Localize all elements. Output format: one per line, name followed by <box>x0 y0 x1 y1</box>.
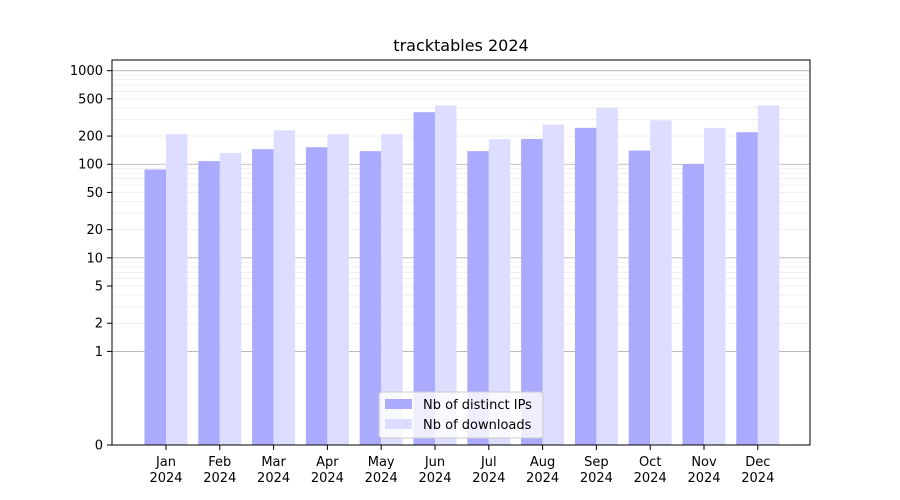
x-tick-label-year: 2024 <box>418 471 451 486</box>
bar-distinct-ips-apr <box>305 147 328 445</box>
bar-downloads-may <box>381 134 403 446</box>
bar-downloads-jul <box>488 139 511 445</box>
bar-downloads-jun <box>435 105 457 445</box>
x-tick-label-year: 2024 <box>472 471 505 486</box>
y-tick-label: 100 <box>78 158 103 173</box>
x-tick-label-month: Mar <box>261 455 286 470</box>
legend-swatch <box>385 419 412 429</box>
bar-distinct-ips-jun <box>413 112 435 445</box>
x-tick-label-year: 2024 <box>365 471 398 486</box>
x-tick-label-month: Jul <box>480 455 497 470</box>
y-tick-label: 1 <box>95 345 103 360</box>
bar-downloads-aug <box>542 124 565 445</box>
bar-distinct-ips-nov <box>682 164 704 445</box>
legend: Nb of distinct IPs Nb of downloads <box>378 391 544 439</box>
x-tick-label-month: Jun <box>424 455 445 470</box>
x-tick-label-year: 2024 <box>687 471 720 486</box>
x-tick-label-year: 2024 <box>741 471 774 486</box>
y-tick-label: 20 <box>86 223 103 238</box>
bar-downloads-dec <box>757 105 780 445</box>
bar-distinct-ips-jan <box>144 169 166 446</box>
x-tick-label-month: Aug <box>530 455 555 470</box>
x-tick-label-month: Nov <box>691 455 717 470</box>
bar-downloads-mar <box>273 130 296 446</box>
x-tick-label-month: May <box>368 455 395 470</box>
x-tick-label-year: 2024 <box>149 471 182 486</box>
y-tick-label: 2 <box>95 317 103 332</box>
bar-distinct-ips-oct <box>628 150 651 445</box>
bar-distinct-ips-aug <box>521 139 543 445</box>
x-tick-label-year: 2024 <box>526 471 559 486</box>
legend-box <box>378 391 544 439</box>
legend-label: Nb of distinct IPs <box>423 398 532 413</box>
bar-downloads-oct <box>650 120 672 445</box>
x-tick-label-year: 2024 <box>203 471 236 486</box>
bar-distinct-ips-feb <box>198 161 220 445</box>
bars <box>144 105 780 446</box>
bar-downloads-jan <box>166 134 188 446</box>
y-tick-label: 50 <box>86 186 103 201</box>
y-tick-label: 200 <box>78 130 103 145</box>
y-tick-label: 5 <box>95 280 103 295</box>
bar-distinct-ips-sep <box>574 127 597 445</box>
y-tick-label: 1000 <box>70 64 103 79</box>
bar-downloads-feb <box>219 152 242 445</box>
plot-frame <box>111 59 811 446</box>
x-tick-label-year: 2024 <box>580 471 613 486</box>
bar-distinct-ips-may <box>359 151 382 446</box>
x-tick-label-year: 2024 <box>257 471 290 486</box>
y-axis: 0 1 2 5 10 20 50 100 200 500 1000 <box>70 64 112 454</box>
x-tick-label-month: Feb <box>208 455 231 470</box>
x-tick-label-month: Sep <box>584 455 609 470</box>
x-tick-label-month: Dec <box>745 455 770 470</box>
x-tick-label-month: Oct <box>639 455 661 470</box>
y-tick-label: 10 <box>86 251 103 266</box>
bar-downloads-nov <box>704 127 726 445</box>
y-tick-label: 500 <box>78 92 103 107</box>
chart-title: tracktables 2024 <box>393 36 528 55</box>
bar-distinct-ips-jul <box>467 151 489 446</box>
x-tick-label-year: 2024 <box>634 471 667 486</box>
x-tick-label-month: Jan <box>155 455 176 470</box>
bar-distinct-ips-dec <box>736 132 758 445</box>
legend-swatch <box>385 399 412 409</box>
x-tick-label-month: Apr <box>316 455 339 470</box>
bar-downloads-apr <box>327 134 349 446</box>
legend-label: Nb of downloads <box>423 418 532 433</box>
y-tick-label: 0 <box>95 439 103 454</box>
x-tick-label-year: 2024 <box>311 471 344 486</box>
bar-distinct-ips-mar <box>252 149 274 445</box>
bar-downloads-sep <box>596 107 618 446</box>
x-axis: Jan2024Feb2024Mar2024Apr2024May2024Jun20… <box>149 445 774 486</box>
